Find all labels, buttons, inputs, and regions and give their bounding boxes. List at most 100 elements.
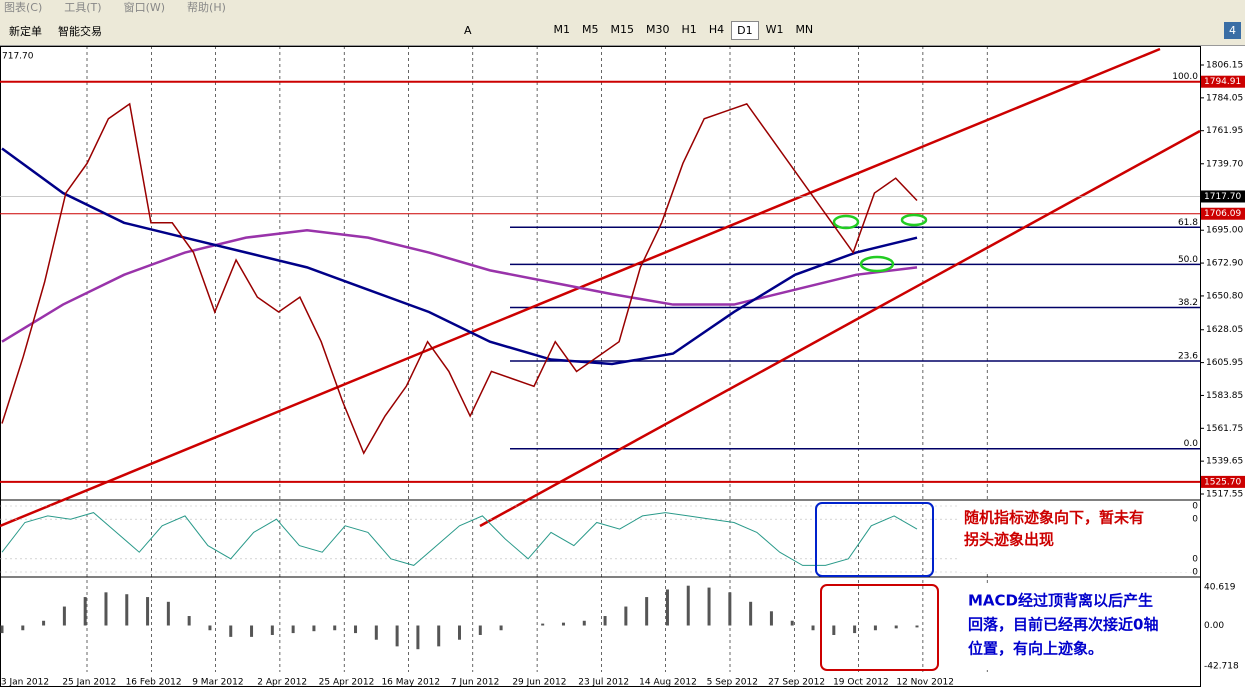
y-tick-label: 1650.80 xyxy=(1206,291,1243,301)
timeframe[interactable]: M5 xyxy=(582,23,599,36)
timeframe[interactable]: W1 xyxy=(765,23,784,36)
fib-label: 61.8 xyxy=(1178,218,1198,228)
menu-bar: 图表(C) 工具(T) 窗口(W) 帮助(H) xyxy=(0,0,1245,16)
x-tick-label: 16 Feb 2012 xyxy=(126,678,182,688)
macd-bar xyxy=(458,625,461,640)
x-tick-label: 25 Apr 2012 xyxy=(319,678,375,688)
macd-bar xyxy=(395,625,399,647)
text-tool[interactable]: A xyxy=(464,24,472,37)
macd-bar xyxy=(499,625,503,631)
macd-bar xyxy=(0,625,4,634)
macd-bar xyxy=(707,587,711,626)
x-tick-label: 25 Jan 2012 xyxy=(62,678,116,688)
x-tick-label: 14 Aug 2012 xyxy=(639,678,697,688)
x-tick-label: 5 Sep 2012 xyxy=(707,678,758,688)
y-tick-label: 1806.15 xyxy=(1206,61,1243,71)
y-tick-label: 80 xyxy=(1187,515,1199,525)
macd-bar xyxy=(582,620,586,626)
y-tick-label: 1628.05 xyxy=(1206,325,1243,335)
annotation-box xyxy=(815,502,934,577)
macd-bar xyxy=(374,625,378,640)
x-tick-label: 23 Jul 2012 xyxy=(578,678,629,688)
macd-bar xyxy=(478,625,482,635)
timeframe[interactable]: H4 xyxy=(708,23,725,36)
y-tick-label: 1517.55 xyxy=(1206,490,1243,500)
price-line xyxy=(1,228,918,343)
menu-item[interactable]: 窗口(W) xyxy=(123,1,166,14)
annotation: 拐头迹象出现 xyxy=(964,531,1054,549)
annotation: 位置，有向上迹象。 xyxy=(968,640,1103,658)
y-tick-label: 1784.05 xyxy=(1206,93,1243,103)
menu-item[interactable]: 帮助(H) xyxy=(187,1,226,14)
macd-bar xyxy=(250,625,254,637)
fib-label: 23.6 xyxy=(1178,352,1198,362)
macd-bar xyxy=(749,601,753,626)
macd-bar xyxy=(665,589,669,626)
x-tick-label: 12 Nov 2012 xyxy=(896,678,954,688)
macd-bar xyxy=(333,625,337,631)
macd-bar xyxy=(187,616,191,626)
y-tick-label: 1672.90 xyxy=(1206,259,1243,269)
x-tick-label: 27 Sep 2012 xyxy=(768,678,825,688)
macd-bar xyxy=(229,625,233,637)
timeframe[interactable]: M1 xyxy=(553,23,571,36)
trend-line xyxy=(479,129,1201,528)
timeframe[interactable]: M15 xyxy=(610,23,635,36)
macd-bar xyxy=(645,597,649,626)
macd-bar xyxy=(894,625,898,629)
price-marker: 1794.91 xyxy=(1204,77,1241,87)
menu-item[interactable]: 图表(C) xyxy=(4,1,43,14)
y-tick-label: 1695.00 xyxy=(1206,226,1243,236)
timeframe[interactable]: MN xyxy=(795,23,814,36)
macd-bar xyxy=(312,625,316,632)
note-bg xyxy=(965,586,1193,670)
macd-bar xyxy=(603,616,607,626)
note-bg xyxy=(958,502,1192,572)
window-count[interactable]: 4 xyxy=(1224,22,1241,39)
y-tick-label: 1583.85 xyxy=(1206,391,1243,401)
toolbar: 新定单 智能交易 A M1 M5 M15 M30 H1 H4 D1 W1 MN 4 xyxy=(0,16,1245,46)
y-tick-label: 20 xyxy=(1187,554,1199,564)
macd-bar xyxy=(728,592,732,626)
macd-bar xyxy=(146,597,150,626)
price-marker: 1525.70 xyxy=(1204,477,1241,487)
price-line xyxy=(1,147,918,366)
macd-bar xyxy=(686,585,690,626)
macd-bar xyxy=(354,625,358,634)
toolbar-button[interactable]: 智能交易 xyxy=(58,24,102,38)
highlight xyxy=(832,214,860,230)
stochastic-line xyxy=(1,512,918,566)
price-marker: 1717.70 xyxy=(1204,192,1241,202)
macd-bar xyxy=(270,625,274,635)
y-tick-label: 1605.95 xyxy=(1206,358,1243,368)
macd-bar xyxy=(83,597,87,626)
chart-area: 717.70 3 Jan 2012 25 Jan 2012 16 Feb 2012 9 … xyxy=(0,46,1245,688)
macd-bar xyxy=(915,625,919,628)
macd-bar xyxy=(769,611,773,626)
macd-bar xyxy=(624,606,628,626)
x-tick-label: 9 Mar 2012 xyxy=(192,678,243,688)
macd-bar xyxy=(832,625,836,635)
timeframe[interactable]: M30 xyxy=(646,23,670,36)
menu-item[interactable]: 工具(T) xyxy=(64,1,102,14)
fib-label: 50.0 xyxy=(1178,255,1198,265)
timeframe[interactable]: H1 xyxy=(681,23,697,36)
x-tick-label: 19 Oct 2012 xyxy=(833,678,889,688)
x-tick-label: 2 Apr 2012 xyxy=(257,678,307,688)
y-tick-label: 1561.75 xyxy=(1206,424,1243,434)
macd-bar xyxy=(125,594,129,626)
macd-bar xyxy=(416,625,420,650)
toolbar-button[interactable]: 新定单 xyxy=(9,24,42,38)
macd-bar xyxy=(853,625,857,634)
x-tick-label: 7 Jun 2012 xyxy=(451,678,499,688)
macd-bar xyxy=(291,625,295,634)
fib-label: 0.0 xyxy=(1184,439,1199,449)
y-tick-label: 1739.70 xyxy=(1206,159,1243,169)
price-marker-bg xyxy=(1201,207,1245,220)
price-marker-bg xyxy=(1201,190,1245,203)
annotation: 随机指标迹象向下，暂未有 xyxy=(964,509,1144,527)
price-marker-bg xyxy=(1201,75,1245,88)
timeframe[interactable]: D1 xyxy=(731,21,759,40)
macd-bar xyxy=(42,620,46,626)
